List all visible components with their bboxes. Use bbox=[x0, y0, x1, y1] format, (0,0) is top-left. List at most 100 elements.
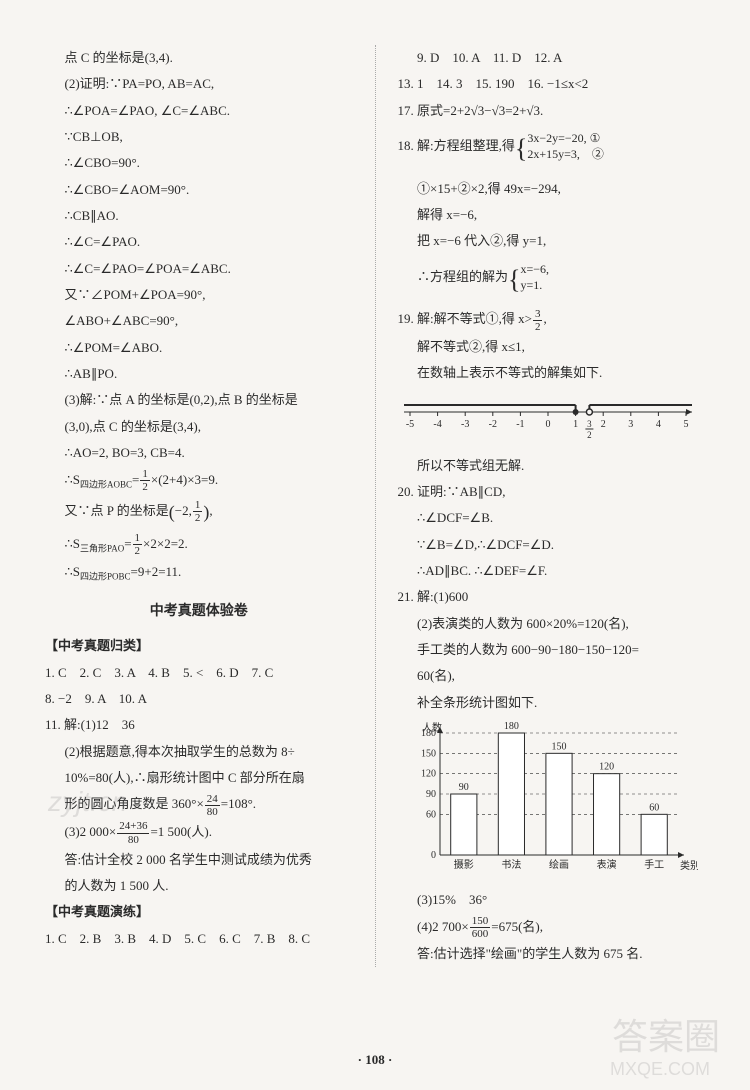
text-line: 60(名), bbox=[398, 663, 706, 688]
text-line: (2)表演类的人数为 600×20%=120(名), bbox=[398, 611, 706, 636]
svg-text:-1: -1 bbox=[516, 419, 524, 430]
math-line: ∴S四边形POBC=9+2=11. bbox=[45, 559, 353, 586]
fraction: 12 bbox=[140, 468, 150, 493]
svg-text:90: 90 bbox=[458, 782, 468, 793]
text-line: ①×15+②×2,得 49x=−294, bbox=[398, 176, 706, 201]
text-line: ∴∠POM=∠ABO. bbox=[45, 335, 353, 360]
math-line: ∴方程组的解为{x=−6,y=1. bbox=[398, 255, 706, 306]
right-column: 9. D 10. A 11. D 12. A 13. 1 14. 3 15. 1… bbox=[398, 45, 706, 967]
svg-text:0: 0 bbox=[545, 419, 550, 430]
text: ∴S bbox=[65, 564, 81, 579]
section-title: 中考真题体验卷 bbox=[45, 598, 353, 625]
math-line: 形的圆心角度数是 360°×2480=108°. bbox=[45, 791, 353, 818]
text: =108°. bbox=[221, 796, 256, 811]
text-line: 把 x=−6 代入②,得 y=1, bbox=[398, 228, 706, 253]
svg-text:5: 5 bbox=[683, 419, 688, 430]
math-line: (4)2 700×150600=675(名), bbox=[398, 914, 706, 941]
text-line: ∠ABO+∠ABC=90°, bbox=[45, 308, 353, 333]
column-divider bbox=[375, 45, 376, 967]
text: ∴方程组的解为 bbox=[417, 269, 508, 284]
text-line: ∴∠DCF=∠B. bbox=[398, 505, 706, 530]
svg-text:人数: 人数 bbox=[422, 721, 442, 734]
subscript: 三角形PAO bbox=[80, 543, 124, 553]
text: ∴S bbox=[65, 472, 81, 487]
text-line: ∴∠C=∠PAO=∠POA=∠ABC. bbox=[45, 256, 353, 281]
text-line: (3,0),点 C 的坐标是(3,4), bbox=[45, 414, 353, 439]
text: 又∵点 P 的坐标是 bbox=[65, 503, 169, 518]
svg-text:类别: 类别 bbox=[680, 859, 698, 872]
svg-text:2: 2 bbox=[587, 430, 592, 440]
svg-text:表演: 表演 bbox=[596, 858, 616, 871]
page-number: · 108 · bbox=[0, 1052, 750, 1068]
answers-row: 11. 解:(1)12 36 bbox=[45, 712, 353, 737]
svg-text:120: 120 bbox=[421, 769, 436, 780]
text: , bbox=[209, 503, 212, 518]
text: ×(2+4)×3=9. bbox=[151, 472, 218, 487]
math-line: 19. 解:解不等式①,得 x>32, bbox=[398, 306, 706, 333]
svg-text:150: 150 bbox=[421, 749, 436, 760]
svg-text:60: 60 bbox=[649, 803, 659, 814]
svg-text:1: 1 bbox=[573, 419, 578, 430]
text-line: ∴∠POA=∠PAO, ∠C=∠ABC. bbox=[45, 98, 353, 123]
subsection: 【中考真题归类】 bbox=[45, 633, 353, 658]
text-line: 补全条形统计图如下. bbox=[398, 690, 706, 715]
text-line: (2)根据题意,得本次抽取学生的总数为 8÷ bbox=[45, 739, 353, 764]
math-line: 18. 解:方程组整理,得{3x−2y=−20, ①2x+15y=3, ② bbox=[398, 124, 706, 175]
text-line: (3)解:∵点 A 的坐标是(0,2),点 B 的坐标是 bbox=[45, 387, 353, 412]
svg-text:3: 3 bbox=[628, 419, 633, 430]
text-line: 21. 解:(1)600 bbox=[398, 584, 706, 609]
svg-text:0: 0 bbox=[431, 850, 436, 861]
text: −2, bbox=[175, 503, 192, 518]
text: (4)2 700× bbox=[417, 919, 469, 934]
text-line: 点 C 的坐标是(3,4). bbox=[45, 45, 353, 70]
text-line: (3)15% 36° bbox=[398, 887, 706, 912]
svg-text:-5: -5 bbox=[405, 419, 413, 430]
answers-row: 8. −2 9. A 10. A bbox=[45, 686, 353, 711]
fraction: 2480 bbox=[205, 793, 220, 818]
math-line: ∴S三角形PAO=12×2×2=2. bbox=[45, 531, 353, 558]
text-line: 20. 证明:∵AB∥CD, bbox=[398, 479, 706, 504]
text-line: ∴CB∥AO. bbox=[45, 203, 353, 228]
text-line: 手工类的人数为 600−90−180−150−120= bbox=[398, 637, 706, 662]
text-line: 解得 x=−6, bbox=[398, 202, 706, 227]
eq: 3x−2y=−20, ① bbox=[527, 131, 600, 145]
text-line: ∴∠CBO=∠AOM=90°. bbox=[45, 177, 353, 202]
answers-row: 1. C 2. B 3. B 4. D 5. C 6. C 7. B 8. C bbox=[45, 926, 353, 951]
svg-text:绘画: 绘画 bbox=[549, 858, 569, 871]
text-line: 又∵∠POM+∠POA=90°, bbox=[45, 282, 353, 307]
text-line: 所以不等式组无解. bbox=[398, 453, 706, 478]
math-line: 又∵点 P 的坐标是(−2,12), bbox=[45, 495, 353, 530]
text-line: 在数轴上表示不等式的解集如下. bbox=[398, 360, 706, 385]
text: , bbox=[543, 311, 546, 326]
svg-text:-4: -4 bbox=[433, 419, 441, 430]
text: = bbox=[132, 472, 139, 487]
text-line: ∴AO=2, BO=3, CB=4. bbox=[45, 440, 353, 465]
answers-row: 1. C 2. C 3. A 4. B 5. < 6. D 7. C bbox=[45, 660, 353, 685]
text-line: ∴∠CBO=90°. bbox=[45, 150, 353, 175]
text-line: ∵∠B=∠D,∴∠DCF=∠D. bbox=[398, 532, 706, 557]
text-line: 答:估计选择"绘画"的学生人数为 675 名. bbox=[398, 941, 706, 966]
svg-text:手工: 手工 bbox=[644, 858, 664, 871]
text-line: (2)证明:∵PA=PO, AB=AC, bbox=[45, 71, 353, 96]
svg-text:3: 3 bbox=[587, 419, 592, 429]
left-column: 点 C 的坐标是(3,4). (2)证明:∵PA=PO, AB=AC, ∴∠PO… bbox=[45, 45, 353, 967]
subsection: 【中考真题演练】 bbox=[45, 899, 353, 924]
text: 19. 解:解不等式①,得 x> bbox=[398, 311, 532, 326]
eq: 2x+15y=3, ② bbox=[527, 147, 604, 161]
svg-text:90: 90 bbox=[426, 789, 436, 800]
text-line: 10%=80(人),∴扇形统计图中 C 部分所在扇 bbox=[45, 765, 353, 790]
text: ×2×2=2. bbox=[143, 536, 188, 551]
svg-text:120: 120 bbox=[599, 762, 614, 773]
text-line: ∴AB∥PO. bbox=[45, 361, 353, 386]
text-line: ∴∠C=∠PAO. bbox=[45, 229, 353, 254]
fraction: 12 bbox=[193, 499, 203, 524]
text: (3)2 000× bbox=[65, 824, 117, 839]
svg-text:4: 4 bbox=[655, 419, 660, 430]
svg-text:摄影: 摄影 bbox=[453, 858, 473, 871]
fraction: 150600 bbox=[470, 915, 491, 940]
bar-chart: 6090120150180人数类别090摄影180书法150绘画120表演60手… bbox=[398, 721, 706, 881]
svg-text:180: 180 bbox=[503, 721, 518, 732]
math-line: (3)2 000×24+3680=1 500(人). bbox=[45, 819, 353, 846]
text-line: 答:估计全校 2 000 名学生中测试成绩为优秀 bbox=[45, 847, 353, 872]
number-line: -5-4-3-2-101234532 bbox=[398, 392, 706, 447]
